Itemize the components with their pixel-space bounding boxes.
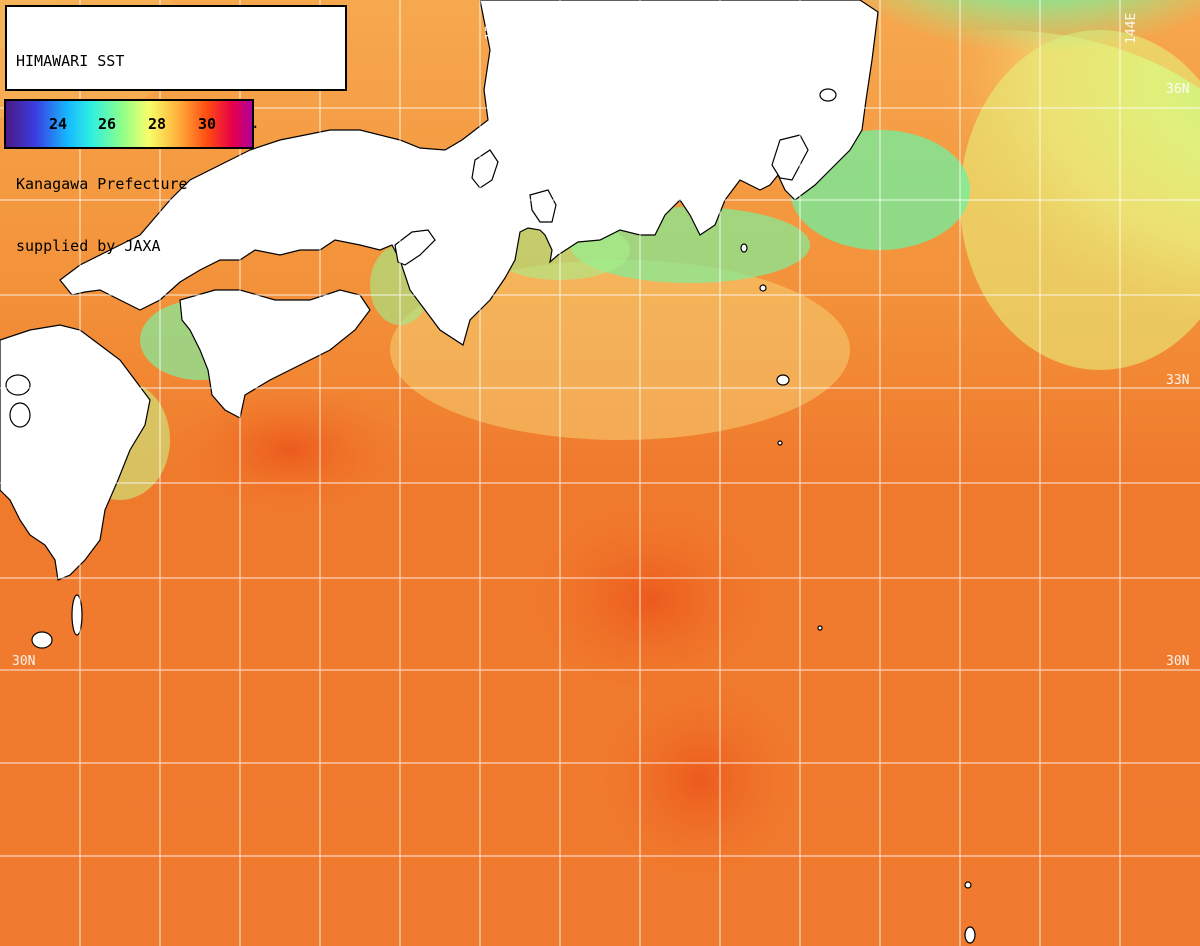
island [777,440,783,446]
info-region: Kanagawa Prefecture [16,175,188,193]
colorbar-tick-26: 26 [97,115,117,133]
island [759,284,767,292]
island [964,881,972,889]
shikoku-landmass [179,289,371,419]
awaji-island [394,229,436,266]
ise-bay-shore [529,189,557,223]
land [0,0,976,944]
colorbar-tick-30: 30 [197,115,217,133]
kyushu-landmass [0,324,151,581]
peninsula-north [471,149,499,189]
colorbar-tick-24: 24 [48,115,68,133]
colorbar-tick-28: 28 [147,115,167,133]
island [5,374,31,396]
island [31,631,53,649]
honshu-landmass [59,0,879,346]
lat-label-30n-right: 30N [1166,654,1190,669]
lon-label-136e: 136E [484,8,499,40]
island [776,374,790,386]
lon-label-144e: 144E [1124,12,1139,44]
island [740,243,748,253]
lat-label-33n: 33N [1166,373,1190,388]
lat-label-30n-left: 30N [12,654,36,669]
lat-label-36n: 36N [1166,82,1190,97]
map-info-box: HIMAWARI SST ~2025/09/13(UTC) Week Comp.… [5,5,347,255]
island [9,402,31,428]
izu-peninsula [771,134,809,181]
info-credit: supplied by JAXA [16,236,161,255]
colorbar-gradient [6,101,252,147]
temperature-colorbar: 24 26 28 30 [4,99,254,149]
info-title: HIMAWARI SST [16,52,125,70]
island [964,926,976,944]
island [817,625,823,631]
island [819,88,837,102]
